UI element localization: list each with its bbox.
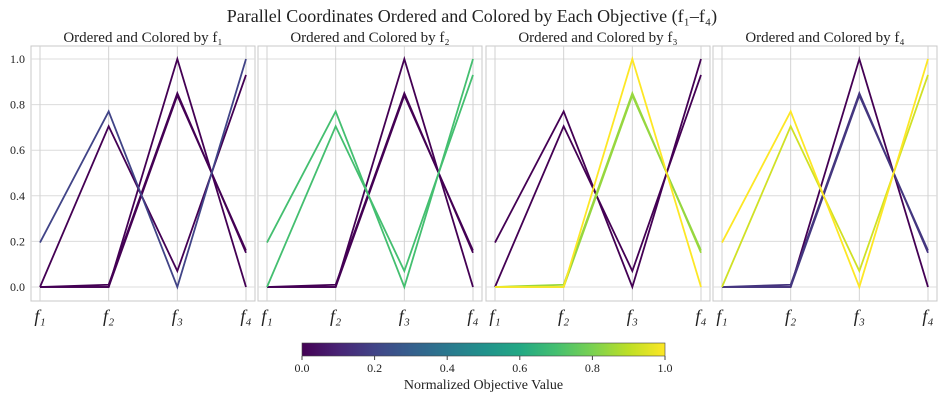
subplot-title: Ordered and Colored by f₁ [63, 30, 222, 46]
x-axis-label: f₃ [627, 306, 638, 326]
colorbar-tick-label: 0.0 [295, 361, 310, 375]
y-tick-label: 0.6 [10, 143, 25, 157]
x-axis-label: f₃ [854, 306, 865, 326]
colorbar: 0.0 0.2 0.4 0.6 0.8 1.0 Normalized Objective … [295, 342, 673, 393]
subplot-1: 0.0 0.2 0.4 0.6 0.8 1.0 f₁ f₂ f₃ f₄ Ordered and Co… [10, 30, 256, 326]
colorbar-ticks: 0.0 0.2 0.4 0.6 0.8 1.0 [295, 356, 673, 375]
y-tick-label: 0.2 [10, 234, 25, 248]
x-axis-label: f₃ [172, 306, 183, 326]
figure-title: Parallel Coordinates Ordered and Colored… [227, 6, 717, 27]
subplot-3: f₁ f₂ f₃ f₄ Ordered and Colored by f₃ [485, 30, 711, 326]
colorbar-tick-label: 1.0 [658, 361, 673, 375]
y-tick-label: 1.0 [10, 52, 25, 66]
y-tick-label: 0.0 [10, 280, 25, 294]
x-axis-label: f₂ [558, 306, 569, 326]
x-axis-label: f₄ [695, 306, 706, 326]
x-axis-label: f₁ [261, 306, 272, 326]
subplot-title: Ordered and Colored by f₃ [518, 30, 677, 46]
subplot-title: Ordered and Colored by f₄ [745, 30, 904, 46]
colorbar-gradient [301, 342, 666, 357]
colorbar-tick-label: 0.4 [440, 361, 455, 375]
series-line-5 [266, 58, 474, 290]
colorbar-tick-label: 0.2 [367, 361, 382, 375]
x-axis-label: f₁ [716, 306, 727, 326]
x-axis-label: f₁ [489, 306, 500, 326]
x-axis-label: f₄ [922, 306, 933, 326]
x-axis-label: f₃ [399, 306, 410, 326]
y-tick-label: 0.8 [10, 98, 25, 112]
x-axis-label: f₂ [785, 306, 796, 326]
x-axis-label: f₄ [240, 306, 251, 326]
colorbar-tick-label: 0.6 [512, 361, 527, 375]
x-axis-label: f₂ [103, 306, 114, 326]
subplot-2: f₁ f₂ f₃ f₄ Ordered and Colored by f₂ [257, 30, 483, 326]
x-axis-label: f₁ [34, 306, 45, 326]
subplot-grid: 0.0 0.2 0.4 0.6 0.8 1.0 f₁ f₂ f₃ f₄ Ordered and Co… [10, 30, 938, 326]
colorbar-tick-label: 0.8 [585, 361, 600, 375]
series-line-5 [39, 58, 247, 290]
y-tick-label: 0.4 [10, 189, 25, 203]
x-axis-label: f₄ [467, 306, 478, 326]
colorbar-label: Normalized Objective Value [404, 378, 563, 393]
subplot-title: Ordered and Colored by f₂ [290, 30, 449, 46]
x-axis-label: f₂ [330, 306, 341, 326]
series-line-5 [721, 58, 929, 290]
series-line-5 [495, 55, 702, 288]
subplot-4: f₁ f₂ f₃ f₄ Ordered and Colored by f₄ [712, 30, 938, 326]
